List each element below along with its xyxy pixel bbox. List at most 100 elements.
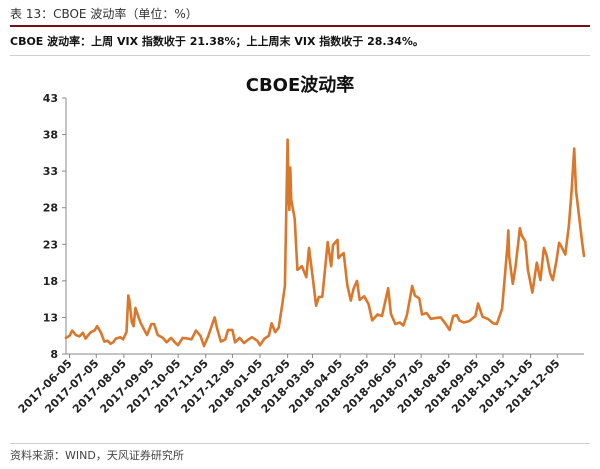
vix-data-point — [390, 312, 392, 315]
vix-data-point — [270, 322, 273, 325]
vix-data-point — [243, 342, 245, 344]
vix-data-point — [439, 316, 442, 319]
vix-data-point — [576, 204, 579, 207]
vix-data-point — [213, 316, 216, 319]
vix-data-point — [555, 260, 558, 262]
y-axis-ticks: 8 13 18 23 28 33 38 43 — [43, 92, 66, 361]
vix-data-point — [259, 344, 261, 347]
vix-data-point — [340, 254, 342, 257]
vix-data-point — [581, 241, 584, 244]
vix-data-point — [227, 329, 229, 331]
vix-data-point — [246, 339, 249, 341]
vix-data-point — [127, 294, 130, 297]
vix-data-point — [274, 331, 277, 333]
y-tick-label: 23 — [43, 238, 58, 251]
vix-data-point — [506, 244, 509, 246]
vix-data-point — [315, 304, 317, 307]
vix-data-point — [288, 209, 291, 211]
vix-data-point — [78, 335, 81, 338]
vix-data-point — [481, 315, 484, 318]
vix-data-point — [238, 337, 241, 339]
vix-data-point — [170, 337, 172, 339]
vix-data-point — [220, 340, 222, 343]
vix-data-point — [558, 241, 560, 244]
vix-data-point — [568, 224, 570, 227]
vix-data-point — [524, 240, 527, 243]
vix-data-point — [508, 255, 511, 258]
vix-data-point — [134, 307, 137, 309]
vix-data-point — [535, 261, 538, 264]
vix-data-point — [234, 341, 237, 344]
source-note: 资料来源：WIND，天风证券研究所 — [10, 449, 184, 462]
vix-data-point — [387, 287, 390, 290]
vix-data-point — [82, 331, 84, 334]
y-tick-label: 33 — [43, 165, 58, 178]
vix-data-point — [122, 338, 124, 341]
vix-data-point — [336, 239, 339, 241]
vix-data-point — [284, 285, 286, 287]
x-axis-ticks: 2017-06-052017-07-052017-08-052017-09-05… — [16, 354, 562, 416]
vix-data-point — [125, 331, 128, 333]
vix-data-point — [143, 329, 146, 331]
figure-caption: 表 13：CBOE 波动率（单位：%） — [10, 7, 198, 21]
vix-data-point — [296, 269, 299, 271]
y-tick-label: 13 — [43, 311, 58, 324]
vix-data-point — [468, 320, 471, 322]
vix-data-point — [106, 339, 109, 342]
vix-data-point — [326, 241, 329, 244]
y-tick-label: 43 — [43, 92, 58, 105]
vix-data-point — [317, 296, 320, 298]
vix-data-point — [425, 312, 428, 314]
vix-data-point — [301, 265, 303, 268]
vix-data-point — [520, 234, 523, 237]
vix-data-point — [71, 329, 74, 332]
vix-data-point — [551, 279, 554, 281]
vix-data-point — [190, 338, 193, 341]
vix-data-point — [305, 276, 308, 279]
vix-data-point — [84, 337, 87, 340]
vix-data-point — [421, 313, 423, 316]
vix-line-chart: CBOE波动率 8 13 18 23 28 33 38 43 2017-06-052017-0… — [16, 74, 586, 416]
vix-data-point — [165, 341, 168, 344]
vix-data-point — [433, 317, 436, 320]
vix-data-point — [501, 307, 503, 310]
vix-data-point — [418, 297, 421, 300]
vix-data-point — [321, 296, 324, 298]
vix-data-point — [342, 252, 345, 255]
vix-data-point — [381, 315, 383, 317]
vix-data-point — [114, 337, 117, 340]
vix-data-point — [251, 336, 253, 339]
vix-data-point — [545, 254, 548, 257]
vix-data-point — [131, 321, 133, 324]
vix-data-point — [119, 336, 122, 339]
vix-data-point — [444, 322, 447, 325]
vix-data-point — [376, 313, 379, 316]
vix-data-point — [156, 334, 159, 336]
chart-summary: CBOE 波动率：上周 VIX 指数收于 21.38%；上上周末 VIX 指数收… — [10, 35, 424, 48]
chart-title: CBOE波动率 — [246, 74, 355, 96]
vix-data-point — [289, 166, 292, 169]
vix-data-point — [181, 337, 184, 339]
vix-data-point — [371, 319, 374, 322]
vix-data-point — [132, 325, 135, 328]
y-tick-label: 18 — [43, 275, 58, 288]
vix-data-point — [216, 328, 219, 330]
caption-divider — [10, 25, 590, 27]
vix-data-point — [543, 247, 545, 249]
vix-data-point — [195, 329, 197, 332]
vix-data-point — [337, 257, 340, 260]
vix-data-point — [308, 247, 310, 249]
vix-data-point — [311, 274, 314, 277]
vix-data-point — [564, 253, 567, 256]
y-tick-label: 28 — [43, 202, 58, 215]
vix-data-point — [356, 280, 358, 282]
chart-series — [64, 138, 586, 348]
vix-data-point — [177, 344, 180, 347]
vix-data-point — [414, 294, 416, 297]
vix-data-point — [281, 303, 284, 306]
vix-data-point — [74, 334, 77, 336]
vix-data-point — [162, 337, 164, 339]
vix-data-point — [87, 334, 90, 336]
vix-data-point — [224, 338, 227, 341]
vix-data-point — [90, 331, 92, 333]
